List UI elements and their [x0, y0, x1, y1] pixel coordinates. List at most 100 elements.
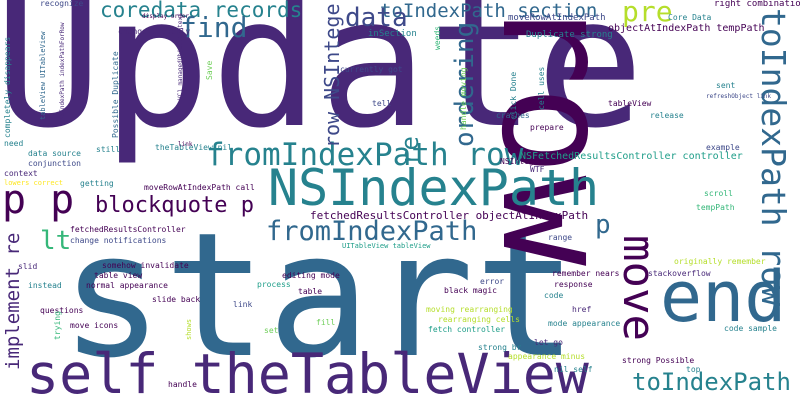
word-need: need — [4, 139, 24, 148]
word-fill: fill — [316, 318, 336, 327]
word-coredata-records: coredata records — [100, 0, 303, 22]
word-link: link — [178, 141, 193, 148]
word-code: code — [544, 291, 564, 300]
word-remember-nears: remember nears — [552, 269, 620, 278]
word-insection: inSection — [368, 29, 417, 39]
word-toindexpath-section: toIndexPath section — [380, 0, 598, 22]
word-toindexpath-right: toIndexPath — [632, 368, 791, 396]
word-move: move — [613, 235, 664, 341]
word-fromindexpath-row: fromIndexPath row — [206, 137, 524, 173]
word-handle: handle — [168, 380, 197, 389]
word-rearranging-cells: rearranging cells — [438, 315, 520, 324]
word-table-view: table view — [94, 271, 143, 280]
word-self-thetableview: self theTableView — [26, 342, 589, 400]
word-code-sample: code sample — [724, 324, 777, 333]
word-questions: questions — [40, 306, 84, 315]
word-moverowatindexpath-call: moveRowAtIndexPath call — [144, 183, 255, 192]
word-example: example — [706, 143, 740, 152]
word-response: response — [554, 280, 593, 289]
word-range: range — [548, 233, 573, 242]
word-vc1-managedobjectcontext: VC1 managedObjectContext — [177, 13, 184, 100]
word-change-properly: change properly — [118, 27, 191, 36]
word-blockquote-p: blockquote p — [95, 193, 254, 218]
word-scroll: scroll — [704, 189, 733, 198]
word-weeds: weeds — [433, 25, 442, 50]
word-implement-re: implement re — [2, 232, 24, 370]
word-change-notifications: change notifications — [70, 236, 167, 245]
word-moverowatindexpath: moveRowAtIndexPath — [508, 13, 606, 23]
word-release: release — [650, 111, 684, 120]
word-somehow-invalidate: somehow invalidate — [102, 261, 189, 270]
word-still: still — [96, 145, 121, 154]
word-data: data — [345, 3, 408, 33]
word-tableview-uitableview: tableView UITableView — [39, 31, 47, 120]
word-shows: shows — [185, 318, 193, 340]
word-display-order: display order — [142, 13, 189, 20]
word-editing-mode: editing mode — [282, 271, 340, 280]
word-temppath: tempPath — [696, 203, 735, 212]
word-nsindexpath: NSIndexPath — [268, 159, 600, 217]
word-appearance-minus: appearance minus — [508, 352, 586, 361]
word-completely-disappears: completely disappears — [3, 36, 12, 138]
word-nil-self: nil self — [554, 365, 593, 374]
word-mode-appearance: mode appearance — [548, 319, 621, 328]
word-stackoverflow: stackoverflow — [648, 269, 711, 278]
word-uitableview-tableview: UITableView tableView — [342, 242, 431, 250]
word-wtf: WTF — [530, 165, 545, 174]
word-link-2: link — [233, 300, 253, 309]
word-strong-br: strong br — [478, 343, 522, 352]
word-originally-remember: originally remember — [674, 257, 766, 266]
word-moving-rearranging: moving rearranging — [426, 305, 513, 314]
word-move-icons: move icons — [70, 321, 119, 330]
word-pre: pre — [622, 0, 673, 28]
word-possible-duplicate: Possible Duplicate — [111, 51, 120, 138]
word-recognize: recognize — [40, 0, 84, 8]
word-fromindexpath: fromIndexPath — [266, 216, 478, 247]
word-lt: lt — [40, 226, 72, 256]
word-slid: slid — [18, 262, 38, 271]
word-nsfetchedresultscontroller-controller: NSFetchedResultsController controller — [520, 151, 743, 162]
word-row-nsinteger: row NSInteger — [320, 0, 344, 148]
word-cell-uses: cell uses — [537, 66, 546, 110]
word-top: top — [686, 365, 701, 374]
word-save: Save — [205, 60, 214, 80]
word-end: end — [660, 256, 787, 338]
word-prepare: prepare — [530, 123, 564, 132]
word-fetchedresultscontroller-objectatindexpath: fetchedResultsController objectAtIndexPa… — [310, 209, 589, 222]
word-context: context — [4, 169, 38, 178]
word-tell: tell — [372, 99, 392, 108]
word-find: find — [180, 11, 248, 44]
word-fetch-controller: fetch controller — [428, 325, 506, 334]
word-core-data: Core Data — [668, 13, 712, 22]
word-fetchedresultscontroller: fetchedResultsController — [70, 225, 186, 234]
word-nsindexpath-indexpathforrow: NSIndexPath indexPathForRow — [59, 22, 66, 120]
word-thetableview-nil: theTableView nil — [155, 143, 233, 152]
word-right-combination: right combination — [714, 0, 800, 9]
word-href: href — [572, 305, 592, 314]
word-nsinteger: NSInteger — [500, 157, 544, 166]
word-start: start — [60, 195, 578, 396]
word-currently-got: currently got — [340, 65, 403, 74]
word-conjunction: conjunction — [28, 159, 81, 168]
word-let-go: let go — [534, 338, 563, 347]
word-normal-appearance: normal appearance — [86, 281, 168, 290]
word-instead: instead — [28, 281, 62, 290]
word-error: error — [480, 277, 505, 286]
word-data-source: data source — [28, 149, 81, 158]
word-process: process — [257, 280, 291, 289]
word-crashes: crashes — [496, 111, 530, 120]
word-re: re — [396, 136, 424, 165]
word-duplicate-strong: Duplicate strong — [526, 30, 613, 40]
word-tableview: tableView — [608, 99, 652, 108]
word-handle-moving: handle moving — [459, 67, 468, 130]
word-update: Update — [0, 0, 645, 168]
word-strong-possible: strong Possible — [622, 356, 695, 365]
word-lowers-correct: lowers correct — [4, 179, 64, 187]
word-set: set — [264, 326, 279, 335]
word-slide-back: slide back — [152, 295, 201, 304]
word-objectatindexpath-temppath: objectAtIndexPath tempPath — [608, 23, 765, 34]
word-sent: sent — [716, 81, 736, 90]
word-p-p: p p — [2, 177, 75, 223]
word-trying: trying — [53, 311, 62, 340]
